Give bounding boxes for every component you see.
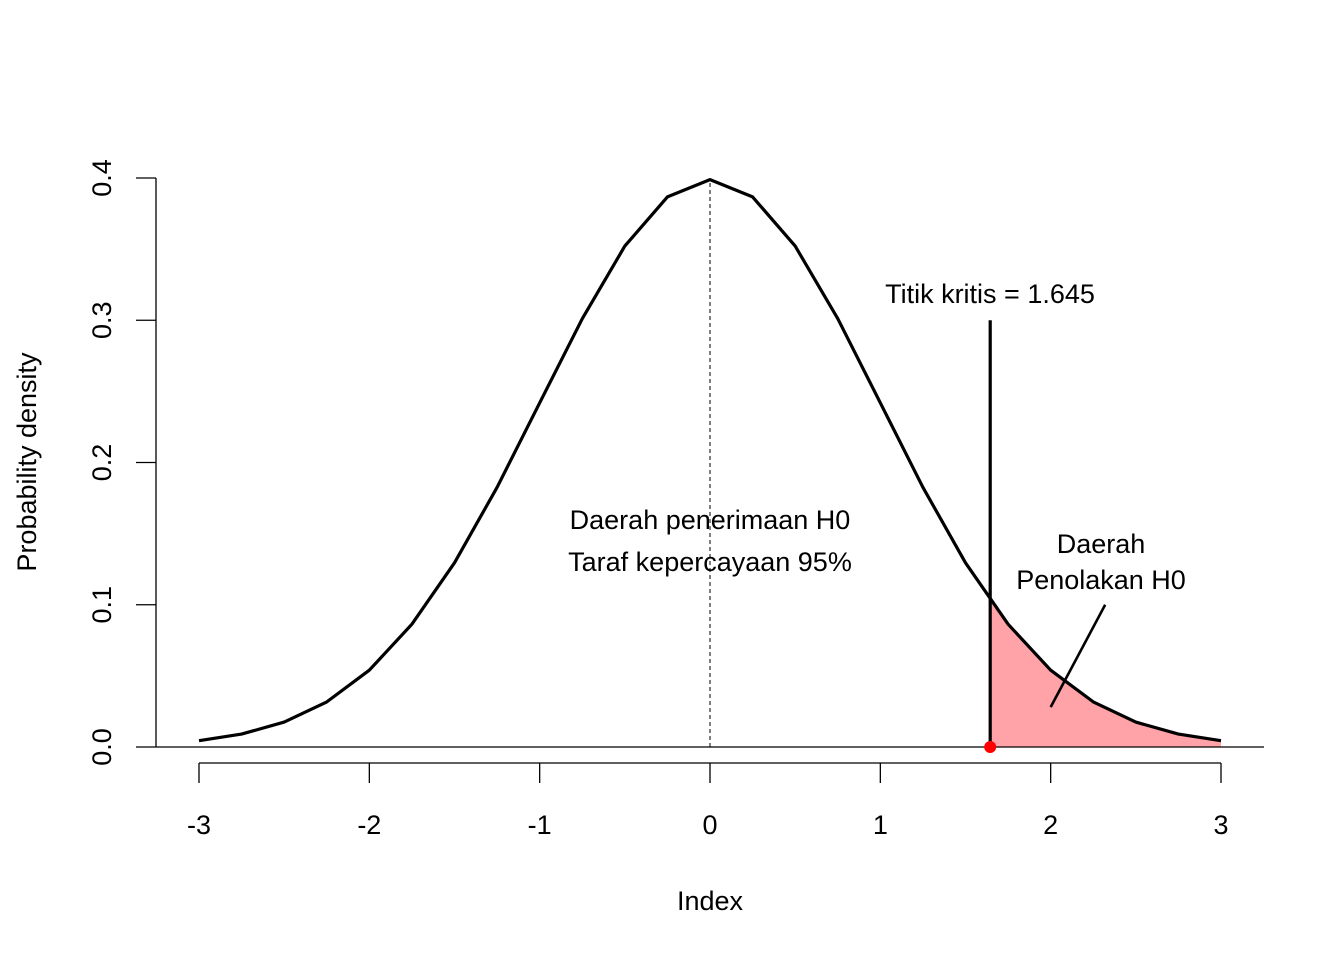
- rejection-region-fill: [990, 600, 1221, 747]
- x-tick-label: -3: [187, 810, 211, 840]
- x-tick-label: 2: [1043, 810, 1058, 840]
- y-tick-label: 0.0: [87, 728, 117, 766]
- density-curve: [198, 178, 1222, 743]
- acceptance-region-label-line2: Taraf kepercayaan 95%: [568, 547, 852, 577]
- x-tick-label: 0: [702, 810, 717, 840]
- y-tick-label: 0.2: [87, 444, 117, 482]
- x-tick-label: -2: [357, 810, 381, 840]
- x-tick-label: 3: [1213, 810, 1228, 840]
- y-tick-label: 0.1: [87, 586, 117, 624]
- rejection-pointer-line: [1049, 604, 1107, 708]
- x-tick-label: 1: [873, 810, 888, 840]
- x-tick-label: -1: [528, 810, 552, 840]
- y-tick-label: 0.4: [87, 159, 117, 197]
- x-axis-label: Index: [677, 886, 744, 916]
- acceptance-region-label-line1: Daerah penerimaan H0: [570, 505, 851, 535]
- critical-value-label: Titik kritis = 1.645: [885, 279, 1095, 309]
- y-axis-label: Probability density: [12, 352, 42, 572]
- critical-point-marker: [984, 741, 997, 753]
- rejection-region-label-line2: Penolakan H0: [1016, 565, 1186, 595]
- rejection-region-label-line1: Daerah: [1057, 529, 1146, 559]
- y-tick-label: 0.3: [87, 301, 117, 339]
